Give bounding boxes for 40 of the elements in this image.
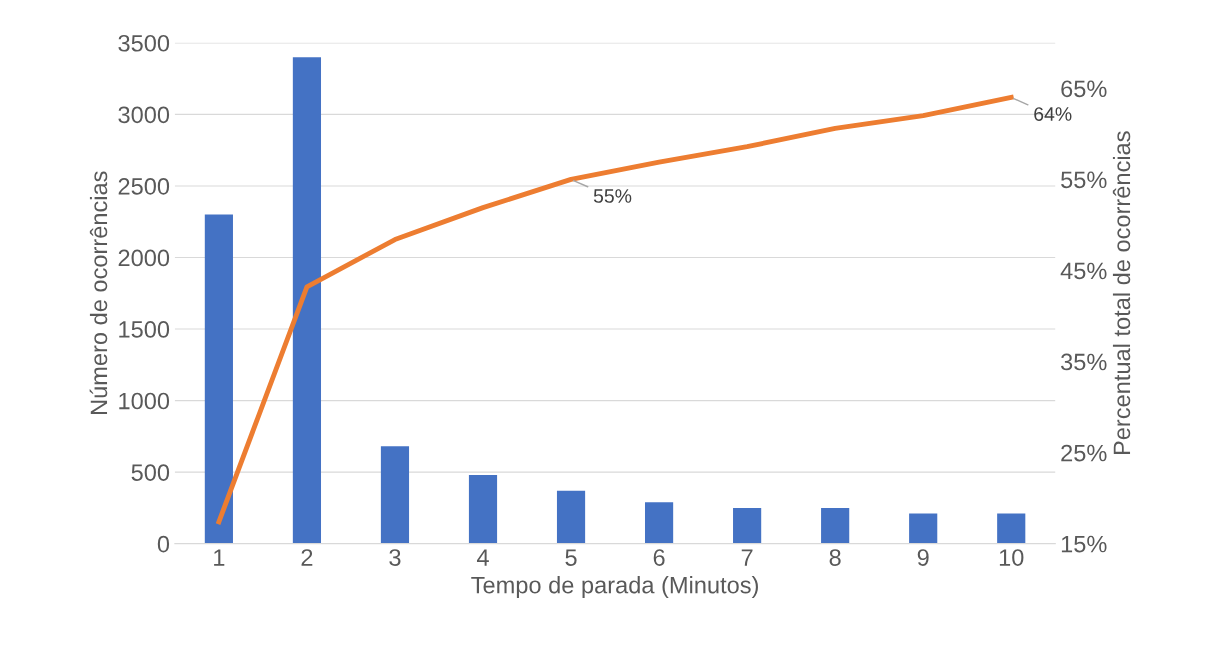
bar bbox=[733, 507, 762, 544]
y-tick-label: 1000 bbox=[119, 392, 170, 410]
bar bbox=[204, 214, 233, 544]
bar bbox=[997, 513, 1026, 544]
x-tick-label: 4 bbox=[476, 549, 489, 566]
bar bbox=[292, 57, 322, 544]
bar bbox=[556, 490, 586, 544]
y-tick-label: 0 bbox=[157, 535, 170, 553]
data-label: 55% bbox=[593, 189, 632, 203]
bar bbox=[821, 507, 850, 544]
y2-tick-label: 55% bbox=[1061, 171, 1107, 189]
x-tick-label: 2 bbox=[301, 549, 313, 566]
x-tick-label: 10 bbox=[999, 549, 1024, 566]
bar bbox=[909, 513, 938, 544]
y2-tick-label: 45% bbox=[1060, 262, 1107, 280]
x-tick-label: 8 bbox=[829, 549, 841, 566]
bar bbox=[644, 502, 674, 544]
y2-tick-label: 15% bbox=[1061, 535, 1107, 553]
y-tick-label: 3000 bbox=[118, 106, 170, 124]
y-tick-label: 1500 bbox=[119, 321, 170, 338]
x-axis-title: Tempo de parada (Minutos) bbox=[471, 576, 758, 599]
y2-tick-label: 65% bbox=[1061, 80, 1107, 98]
y-tick-label: 2000 bbox=[118, 249, 170, 267]
y-tick-label: 500 bbox=[131, 464, 170, 481]
y2-axis-title: Percentual total de ocorrências bbox=[1112, 131, 1131, 455]
bar bbox=[468, 474, 498, 544]
x-tick-label: 6 bbox=[653, 549, 665, 566]
data-label: 64% bbox=[1034, 107, 1072, 121]
x-tick-label: 9 bbox=[917, 549, 929, 566]
x-tick-label: 5 bbox=[565, 549, 577, 566]
line-series bbox=[216, 95, 1014, 525]
y-axis-title: Número de ocorrências bbox=[89, 171, 108, 415]
y2-tick-label: 25% bbox=[1061, 444, 1107, 462]
x-tick-label: 3 bbox=[389, 549, 401, 566]
y-tick-label: 3500 bbox=[118, 34, 170, 52]
y2-tick-label: 35% bbox=[1061, 353, 1107, 371]
y-tick-label: 2500 bbox=[118, 178, 170, 195]
bar bbox=[380, 446, 410, 544]
x-tick-label: 1 bbox=[214, 549, 225, 566]
x-tick-label: 7 bbox=[741, 549, 753, 566]
